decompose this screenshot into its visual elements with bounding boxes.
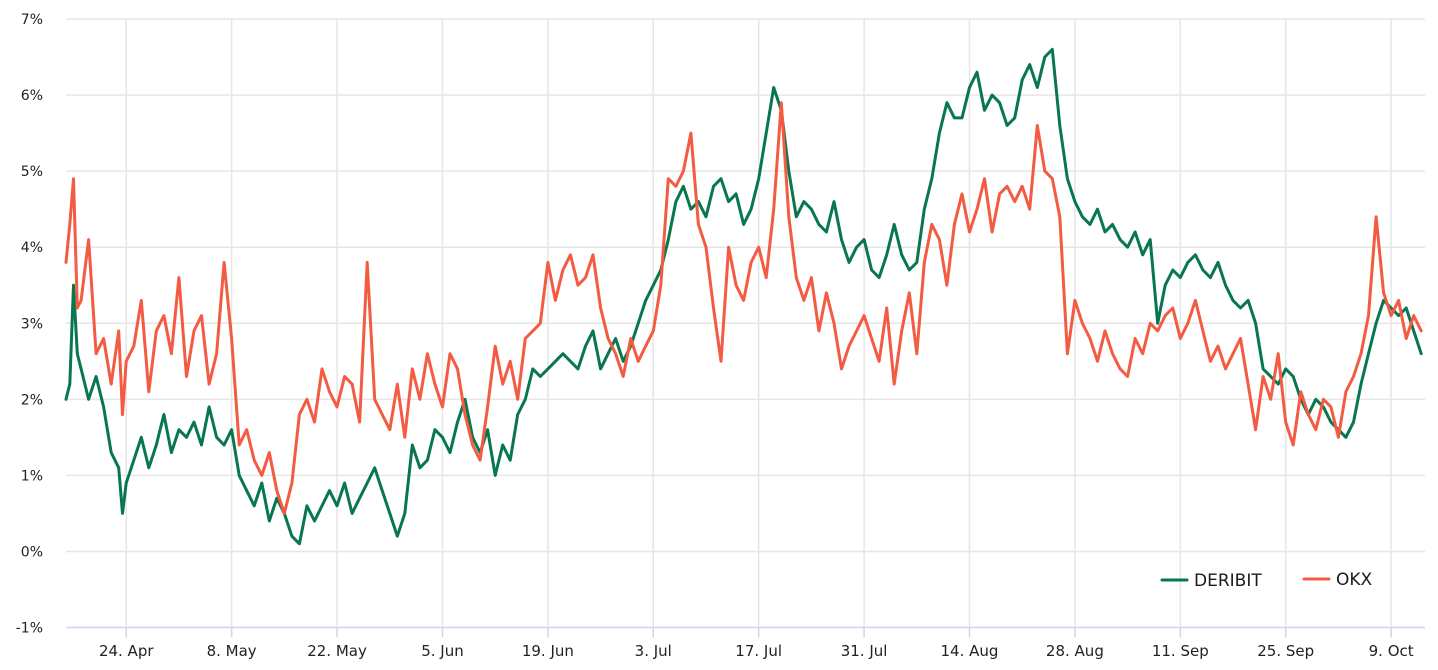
x-tick-label: 8. May: [207, 642, 257, 660]
series-layer: [64, 47, 1423, 546]
legend-item-deribit[interactable]: DERIBIT: [1160, 571, 1262, 591]
x-tick-label: 31. Jul: [841, 642, 888, 660]
x-tick-label: 22. May: [307, 642, 367, 660]
series-line-deribit[interactable]: [64, 47, 1423, 546]
x-tick-label: 14. Aug: [941, 642, 999, 660]
y-tick-label: 7%: [21, 12, 43, 28]
x-tick-label: 17. Jul: [735, 642, 782, 660]
y-tick-label: 4%: [21, 240, 43, 256]
x-tick-label: 19. Jun: [522, 642, 574, 660]
vertical-gridlines: [125, 19, 1392, 638]
x-tick-label: 24. Apr: [99, 642, 154, 660]
legend: DERIBIT OKX: [1160, 570, 1373, 591]
x-tick-label: 3. Jul: [635, 642, 672, 660]
y-tick-label: -1%: [16, 621, 43, 637]
y-axis-labels: -1% 0% 1% 2% 3% 4% 5% 6% 7%: [16, 12, 43, 637]
x-tick-label: 9. Oct: [1369, 642, 1414, 660]
legend-item-okx[interactable]: OKX: [1302, 570, 1373, 590]
y-tick-label: 3%: [21, 316, 43, 332]
y-tick-label: 1%: [21, 468, 43, 484]
x-tick-label: 11. Sep: [1152, 642, 1209, 660]
legend-label-okx: OKX: [1336, 570, 1373, 590]
y-tick-label: 0%: [21, 544, 43, 560]
y-tick-label: 5%: [21, 164, 43, 180]
x-tick-label: 5. Jun: [421, 642, 464, 660]
legend-label-deribit: DERIBIT: [1194, 571, 1262, 591]
series-line-okx[interactable]: [64, 101, 1423, 515]
x-tick-label: 25. Sep: [1257, 642, 1314, 660]
y-tick-label: 2%: [21, 392, 43, 408]
x-axis-labels: 24. Apr 8. May 22. May 5. Jun 19. Jun 3. Jul 1…: [99, 642, 1414, 660]
y-tick-label: 6%: [21, 88, 43, 104]
x-tick-label: 28. Aug: [1046, 642, 1104, 660]
